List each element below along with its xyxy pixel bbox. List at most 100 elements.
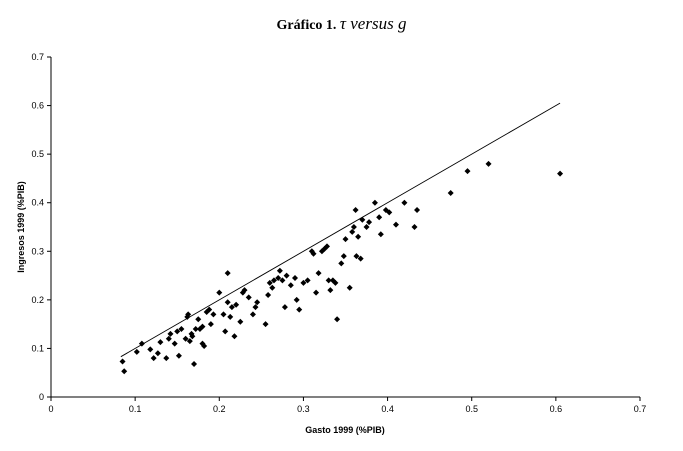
x-tick-label: 0.7 [634,404,647,414]
data-point [237,318,244,325]
title-math: τ versus g [339,14,407,33]
x-tick-label: 0.5 [465,404,478,414]
data-point [300,279,307,286]
data-point [371,199,378,206]
data-point [216,289,223,296]
data-point [377,231,384,238]
x-tick-label: 0 [48,404,53,414]
data-point [332,279,339,286]
data-point [171,340,178,347]
data-point [147,346,154,353]
data-point [207,321,214,328]
data-point [357,255,364,262]
y-tick-label: 0.5 [31,149,44,159]
data-point [270,277,277,284]
data-point [359,216,366,223]
y-tick-label: 0.4 [31,198,44,208]
data-point [192,326,199,332]
data-point [210,311,217,318]
data-point [485,160,492,167]
data-point [201,343,208,349]
data-point [220,311,227,318]
data-point [189,333,196,340]
data-point [119,358,126,365]
data-point [182,335,189,342]
data-point [349,228,356,235]
data-point [186,338,193,345]
data-point [266,279,273,286]
data-point [199,323,206,330]
data-point [355,233,362,240]
data-point [363,224,370,230]
data-point [346,284,353,291]
data-point [185,311,192,318]
data-point [386,209,393,216]
data-point [327,287,334,294]
data-point [174,328,181,335]
data-point [157,339,164,346]
data-point [325,277,332,284]
data-point [353,253,360,260]
data-point [283,272,290,279]
data-point [222,328,229,335]
data-point [315,270,322,277]
title-prefix: Gráfico 1. [276,18,337,33]
data-point [279,277,286,284]
data-point [206,306,213,313]
x-axis-label: Gasto 1999 (%PIB) [305,425,385,435]
data-point [296,306,303,313]
y-tick-label: 0 [39,392,44,402]
data-point [252,304,259,311]
data-point [334,316,341,323]
y-tick-label: 0.7 [31,52,44,62]
y-tick-label: 0.6 [31,101,44,111]
data-point [233,301,240,308]
data-point [121,368,128,375]
data-point [392,221,399,228]
data-point [133,348,140,355]
data-point [447,190,454,196]
data-point [376,214,383,221]
data-point [287,282,294,289]
data-point [338,260,345,267]
data-point [245,294,252,301]
data-point [227,313,234,320]
data-point [138,340,145,347]
data-point [276,267,283,274]
data-point [323,243,330,250]
data-point [352,207,359,213]
x-tick-label: 0.6 [550,404,563,414]
data-point [401,199,408,206]
data-point [241,287,248,294]
data-point [414,207,421,213]
data-point [254,299,261,306]
data-point [310,250,317,257]
data-point [293,296,300,303]
data-point [150,355,157,362]
data-point [167,330,174,337]
data-point [304,277,311,284]
data-point [224,270,231,277]
data-point [178,326,185,332]
data-point [228,304,235,311]
data-point [275,275,282,281]
y-tick-label: 0.2 [31,295,44,305]
data-point [366,219,373,226]
reference-line [120,102,561,358]
data-point [342,236,349,243]
y-tick-label: 0.1 [31,343,44,353]
data-point [269,284,276,291]
data-point [313,289,320,296]
data-point [175,352,182,359]
data-point [411,224,418,230]
y-axis-label: Ingresos 1999 (%PIB) [16,181,26,273]
points [119,102,564,375]
chart-title: Gráfico 1. τ versus g [0,14,683,34]
data-point [340,253,347,260]
data-point [557,170,564,177]
axes: 0 0.1 0.2 0.3 0.4 0.5 0.6 0.7 0 0.1 0.2 0.3 0.4 0.5 0.… [31,52,646,414]
data-point [195,316,202,323]
data-point [292,275,299,281]
data-point [281,304,288,311]
